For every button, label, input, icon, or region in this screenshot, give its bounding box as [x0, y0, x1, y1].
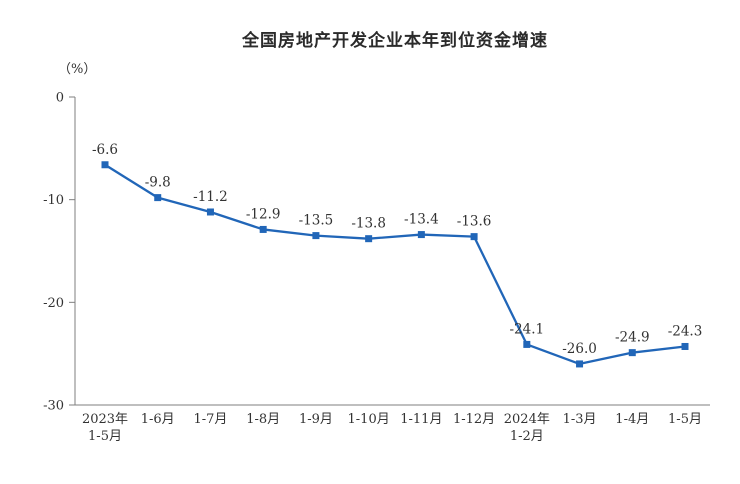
data-point-marker: [154, 194, 162, 202]
data-point-marker: [101, 161, 109, 169]
x-category-label: 1-9月: [299, 412, 333, 427]
x-category-label: 2023年 1-5月: [82, 412, 128, 444]
data-point-label: -13.5: [299, 213, 334, 229]
y-tick-label: -30: [43, 399, 64, 414]
data-point-marker: [470, 233, 478, 241]
data-point-marker: [206, 208, 214, 216]
data-point-label: -13.4: [404, 212, 439, 228]
x-category-label: 1-6月: [141, 412, 175, 427]
data-point-marker: [259, 225, 267, 233]
data-point-marker: [365, 235, 373, 243]
data-point-label: -6.6: [92, 142, 118, 158]
x-category-label: 1-10月: [348, 412, 390, 427]
data-point-marker: [681, 342, 689, 350]
x-category-label: 1-7月: [193, 412, 227, 427]
data-point-marker: [576, 360, 584, 368]
x-category-label: 1-11月: [400, 412, 442, 427]
data-point-marker: [417, 231, 425, 239]
x-category-label: 1-5月: [668, 412, 702, 427]
y-tick-label: 0: [56, 91, 64, 106]
data-point-label: -13.6: [457, 214, 492, 230]
data-point-label: -24.9: [615, 330, 650, 346]
x-category-label: 1-8月: [246, 412, 280, 427]
x-category-label: 1-3月: [563, 412, 597, 427]
data-point-label: -26.0: [562, 341, 597, 357]
data-point-marker: [523, 340, 531, 348]
data-point-marker: [312, 232, 320, 240]
data-point-label: -24.1: [510, 321, 545, 337]
data-point-label: -24.3: [668, 323, 703, 339]
x-category-label: 1-12月: [453, 412, 495, 427]
data-point-label: -13.8: [351, 216, 386, 232]
y-tick-label: -10: [43, 193, 64, 208]
x-category-label: 1-4月: [615, 412, 649, 427]
data-point-marker: [628, 349, 636, 357]
data-point-label: -11.2: [193, 189, 228, 205]
y-tick-label: -20: [43, 296, 64, 311]
chart-title: 全国房地产开发企业本年到位资金增速: [242, 31, 548, 50]
x-category-label: 2024年 1-2月: [504, 412, 550, 444]
data-point-label: -9.8: [145, 175, 171, 191]
data-point-label: -12.9: [246, 206, 281, 222]
trend-line: [103, 163, 687, 366]
y-axis-unit-label: （%）: [58, 62, 97, 77]
